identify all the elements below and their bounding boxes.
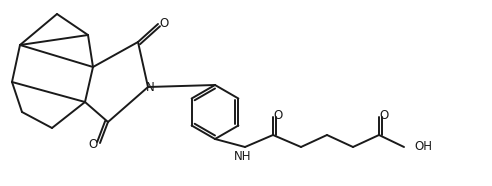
Text: O: O [379,108,389,121]
Text: N: N [146,81,154,94]
Text: O: O [159,17,169,30]
Text: O: O [274,108,282,121]
Text: NH: NH [234,150,252,163]
Text: O: O [89,139,97,152]
Text: OH: OH [414,140,432,153]
